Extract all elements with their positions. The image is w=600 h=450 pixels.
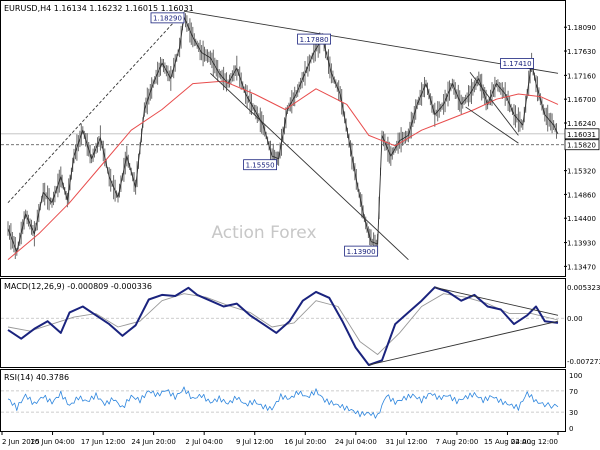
rsi-layer [1,386,565,419]
price-y-tick-label: 1.18090 [567,24,596,32]
price-layer: 1.18290 1.17880 1.15550 1.13900 1.17410 [1,10,565,260]
annotation-label: 1.18290 [153,15,182,23]
annotation-box [243,159,278,171]
x-tick-label: 24 Jul 04:00 [335,438,377,446]
rsi-title: RSI(14) 40.3786 [4,373,69,382]
annotation-label: 1.17880 [300,36,329,44]
price-y-tick-label: 1.16700 [567,96,596,104]
rsi-line [7,386,559,419]
current-price-label: 1.16031 [567,131,596,139]
x-tick-label: 24 Jun 20:00 [131,438,175,446]
watermark: Action Forex [211,223,316,243]
price-title: EURUSD,H4 1.16134 1.16232 1.16015 1.1603… [4,4,194,13]
price-y-tick-label: 1.14400 [567,215,596,223]
rsi-y-tick-label: 70 [569,388,578,396]
price-y-tick-label: 1.16240 [567,120,596,128]
macd-title: MACD(12,26,9) -0.000809 -0.000336 [4,282,152,291]
x-tick-label: 10 Jun 04:00 [30,438,74,446]
macd-panel-frame [0,278,566,368]
x-tick-label: 22 Aug 12:00 [511,438,558,446]
rsi-y-tick-label: 100 [569,372,582,380]
price-series-line [7,16,559,253]
macd-signal-line [7,293,559,355]
macd-layer [1,286,565,366]
annotation-label: 1.15550 [246,162,275,170]
x-tick-label: 15 Aug 04:00 [484,438,531,446]
price-y-tick-label: 1.17630 [567,48,596,56]
macd-y-tick-label: 0.005323 [567,284,600,292]
annotation-label: 1.17410 [503,60,532,68]
x-tick-label: 2 Jun 2025 [2,438,40,446]
macd-trendline [368,320,559,366]
macd-trendline [434,286,559,316]
macd-y-tick-label: 0.00 [567,315,583,323]
annotation-box [344,245,379,257]
x-tick-label: 2 Jul 04:00 [185,438,223,446]
moving-average-line [7,80,559,260]
support-price-label: 1.15820 [567,142,596,150]
annotation-label: 1.13900 [347,248,376,256]
support-price-tag [564,139,600,151]
x-tick-label: 9 Jul 12:00 [236,438,274,446]
axis-layer: 1.18090 1.17630 1.17160 1.16700 1.16240 1.153… [1,24,600,446]
price-trendline [469,71,519,136]
price-trendline [210,72,409,260]
price-trendline [465,106,519,144]
price-y-tick-label: 1.17160 [567,72,596,80]
annotation-box [500,58,535,69]
macd-y-tick-label: -0.007273 [567,358,600,366]
price-y-tick-label: 1.13930 [567,240,596,248]
annotation-box [150,12,185,24]
price-y-tick-label: 1.14860 [567,191,596,199]
price-y-tick-label: 1.13470 [567,263,596,271]
x-tick-label: 17 Jun 12:00 [81,438,125,446]
rsi-panel-frame [0,369,566,432]
price-trendline [183,10,559,74]
x-tick-label: 7 Aug 20:00 [436,438,479,446]
x-tick-label: 16 Jul 20:00 [284,438,326,446]
x-tick-label: 31 Jul 12:00 [385,438,427,446]
price-trendline [7,10,185,204]
current-price-tag [564,128,600,140]
annotation-box [297,33,332,45]
rsi-y-tick-label: 0 [569,425,573,433]
rsi-y-tick-label: 30 [569,409,578,417]
price-y-tick-label: 1.15320 [567,168,596,176]
